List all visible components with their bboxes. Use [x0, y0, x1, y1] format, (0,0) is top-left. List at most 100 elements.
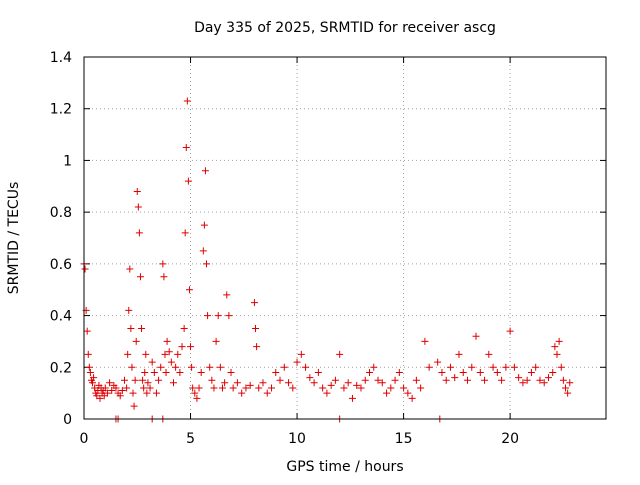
data-point-marker — [250, 299, 258, 307]
data-point-marker — [208, 376, 216, 384]
data-point-marker — [108, 387, 116, 395]
data-points — [80, 97, 574, 423]
x-axis-label: GPS time / hours — [286, 459, 403, 475]
data-point-marker — [562, 384, 570, 392]
data-point-marker — [201, 167, 209, 175]
data-point-marker — [163, 337, 171, 345]
data-point-marker — [238, 389, 246, 397]
data-point-marker — [285, 379, 293, 387]
data-point-marker — [391, 376, 399, 384]
data-point-marker — [187, 343, 195, 351]
data-point-marker — [446, 363, 454, 371]
data-point-marker — [306, 374, 314, 382]
data-point-marker — [276, 376, 284, 384]
data-point-marker — [148, 358, 156, 366]
data-point-marker — [336, 350, 344, 358]
data-point-marker — [183, 97, 191, 105]
data-point-marker — [116, 392, 124, 400]
data-point-marker — [551, 343, 559, 351]
data-point-marker — [438, 368, 446, 376]
y-tick-label: 0.4 — [50, 309, 72, 325]
data-point-marker — [136, 273, 144, 281]
data-point-marker — [366, 368, 374, 376]
data-point-marker — [297, 350, 305, 358]
data-point-marker — [310, 379, 318, 387]
data-point-marker — [188, 363, 196, 371]
x-tick-label: 20 — [501, 431, 519, 447]
data-point-marker — [417, 384, 425, 392]
data-point-marker — [459, 368, 467, 376]
data-point-marker — [129, 389, 137, 397]
data-point-marker — [90, 374, 98, 382]
data-point-marker — [181, 229, 189, 237]
data-point-marker — [144, 379, 152, 387]
data-point-marker — [191, 389, 199, 397]
data-point-marker — [182, 144, 190, 151]
data-point-marker — [155, 376, 163, 384]
data-point-marker — [176, 368, 184, 376]
data-point-marker — [150, 368, 158, 376]
data-point-marker — [510, 363, 518, 371]
data-point-marker — [135, 229, 143, 237]
data-point-marker — [400, 384, 408, 392]
data-point-marker — [544, 374, 552, 382]
data-point-marker — [242, 384, 250, 392]
data-point-marker — [89, 379, 97, 387]
data-point-marker — [506, 327, 514, 335]
data-point-marker — [141, 368, 149, 376]
data-point-marker — [566, 379, 574, 387]
data-point-marker — [206, 363, 214, 371]
data-point-marker — [195, 384, 203, 392]
data-point-marker — [131, 376, 139, 384]
data-point-marker — [223, 291, 231, 299]
data-point-marker — [103, 389, 111, 397]
data-point-marker — [138, 325, 146, 332]
data-point-marker — [139, 376, 147, 384]
data-point-marker — [253, 343, 261, 351]
data-point-marker — [515, 374, 523, 382]
data-point-marker — [489, 363, 497, 371]
data-point-marker — [357, 384, 365, 392]
data-point-marker — [425, 363, 433, 371]
data-point-marker — [340, 384, 348, 392]
data-point-marker — [255, 384, 263, 392]
data-point-marker — [353, 381, 361, 389]
data-point-marker — [412, 376, 420, 384]
data-point-marker — [498, 376, 506, 384]
data-point-marker — [203, 260, 211, 268]
y-tick-label: 0.2 — [50, 360, 72, 376]
data-point-marker — [408, 394, 416, 402]
data-point-marker — [142, 350, 150, 358]
data-point-marker — [344, 379, 352, 387]
data-point-marker — [434, 358, 442, 366]
data-point-marker — [559, 376, 567, 384]
data-point-marker — [172, 363, 180, 371]
data-point-marker — [536, 376, 544, 384]
data-point-marker — [178, 343, 186, 351]
data-point-marker — [157, 363, 165, 371]
data-point-marker — [185, 286, 193, 294]
data-point-marker — [378, 379, 386, 387]
data-point-marker — [118, 387, 126, 395]
data-point-marker — [140, 384, 148, 392]
x-tick-label: 0 — [80, 431, 89, 447]
data-point-marker — [225, 312, 233, 320]
x-tick-label: 10 — [288, 431, 306, 447]
data-point-marker — [442, 376, 450, 384]
data-point-marker — [472, 332, 480, 340]
data-point-marker — [106, 379, 114, 387]
data-point-marker — [302, 363, 310, 371]
data-point-marker — [374, 376, 382, 384]
data-point-marker — [451, 374, 459, 382]
data-point-marker — [555, 337, 563, 345]
data-point-marker — [180, 325, 188, 332]
data-point-marker — [210, 384, 218, 392]
y-tick-label: 1.4 — [50, 50, 72, 66]
x-tick-label: 15 — [395, 431, 413, 447]
data-point-marker — [493, 368, 501, 376]
data-point-marker — [267, 384, 275, 392]
data-point-marker — [421, 337, 429, 345]
y-tick-label: 0.8 — [50, 205, 72, 221]
data-point-marker — [327, 381, 335, 389]
